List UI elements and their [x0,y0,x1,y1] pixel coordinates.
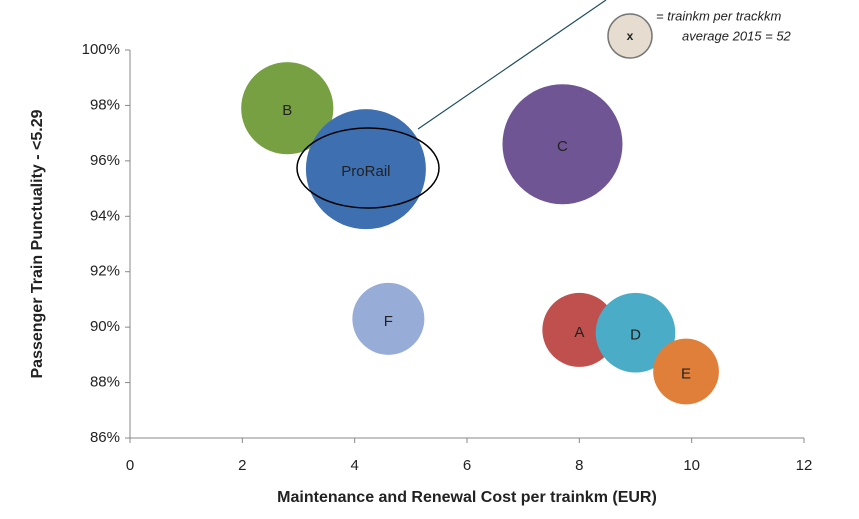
bubble [502,84,623,205]
bubble-label: C [557,138,568,155]
x-axis-title: Maintenance and Renewal Cost per trainkm… [277,489,657,506]
x-tick-label: 12 [796,457,813,474]
annotation: = trainkm per trackkm [656,8,782,23]
y-axis-title: Passenger Train Punctuality - <5.29 [29,109,46,378]
bubble [352,282,425,355]
x-tick-label: 10 [683,457,700,474]
x-tick-label: 2 [238,457,246,474]
y-tick-label: 100% [82,41,120,58]
bubble [653,338,719,405]
bubble [241,62,334,155]
bubbles: B ProRail C F A D E [241,62,719,405]
legend-symbol [607,13,653,59]
bubble [542,292,617,367]
bubble-label: B [282,102,292,119]
bubble-label: ProRail [341,163,390,180]
bubble-label: A [574,324,584,341]
legend-symbol-text: x [627,29,634,43]
y-tick-label: 88% [90,374,120,391]
y-tick-label: 98% [90,96,120,113]
bubble-label: F [384,313,393,330]
y-tick-label: 92% [90,263,120,280]
callout-line [417,0,607,130]
highlight-ellipse [296,127,440,209]
x-tick-label: 0 [126,457,134,474]
y-tick-label: 90% [90,318,120,335]
bubble [305,109,426,230]
y-tick-label: 96% [90,152,120,169]
bubble [595,292,676,373]
y-tick-label: 94% [90,207,120,224]
bubble-label: E [681,365,691,382]
x-tick-label: 6 [463,457,471,474]
bubble-label: D [630,327,641,344]
y-tick-label: 86% [90,429,120,446]
x-tick-label: 4 [350,457,358,474]
annotation: average 2015 = 52 [682,28,792,43]
x-tick-label: 8 [575,457,583,474]
